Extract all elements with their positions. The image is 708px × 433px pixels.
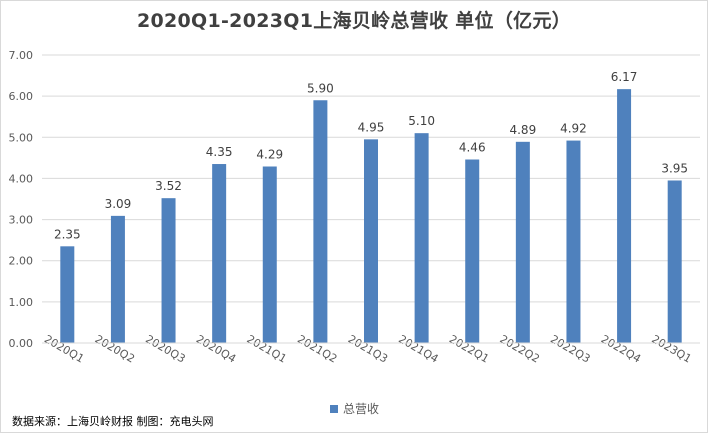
bar [566, 140, 581, 343]
y-tick-label: 3.00 [9, 214, 34, 227]
y-tick-label: 0.00 [9, 337, 34, 350]
bar [414, 133, 429, 343]
data-label: 5.90 [307, 81, 334, 95]
bar [60, 246, 75, 343]
data-label: 2.35 [54, 227, 81, 241]
y-tick-label: 2.00 [9, 255, 34, 268]
data-label: 6.17 [611, 70, 638, 84]
bar [212, 164, 227, 343]
y-tick-label: 1.00 [9, 296, 34, 309]
data-label: 3.52 [155, 179, 182, 193]
data-label: 4.95 [358, 120, 385, 134]
legend: 总营收 [330, 400, 379, 417]
y-tick-label: 5.00 [9, 131, 34, 144]
bar [110, 215, 125, 343]
chart-title: 2020Q1-2023Q1上海贝岭总营收 单位（亿元） [136, 10, 572, 32]
legend-label: 总营收 [343, 402, 380, 416]
legend-swatch [330, 404, 338, 413]
data-label: 4.46 [459, 141, 486, 155]
data-label: 3.95 [661, 161, 688, 175]
source-note: 数据来源：上海贝岭财报 制图：充电头网 [12, 415, 214, 428]
data-label: 5.10 [408, 114, 435, 128]
bar [161, 198, 176, 343]
bar [364, 139, 378, 343]
y-tick-label: 7.00 [9, 49, 34, 62]
data-label: 4.92 [560, 122, 587, 136]
data-label: 4.89 [509, 123, 536, 137]
bar [465, 159, 480, 343]
bar [515, 141, 530, 343]
bar [262, 166, 277, 343]
y-tick-label: 6.00 [9, 90, 34, 103]
y-tick-label: 4.00 [9, 172, 34, 185]
bar [667, 180, 682, 343]
data-label: 4.35 [206, 145, 233, 159]
data-label: 3.09 [105, 197, 132, 211]
bar [617, 89, 632, 343]
bar [313, 100, 328, 343]
data-label: 4.29 [256, 147, 283, 161]
